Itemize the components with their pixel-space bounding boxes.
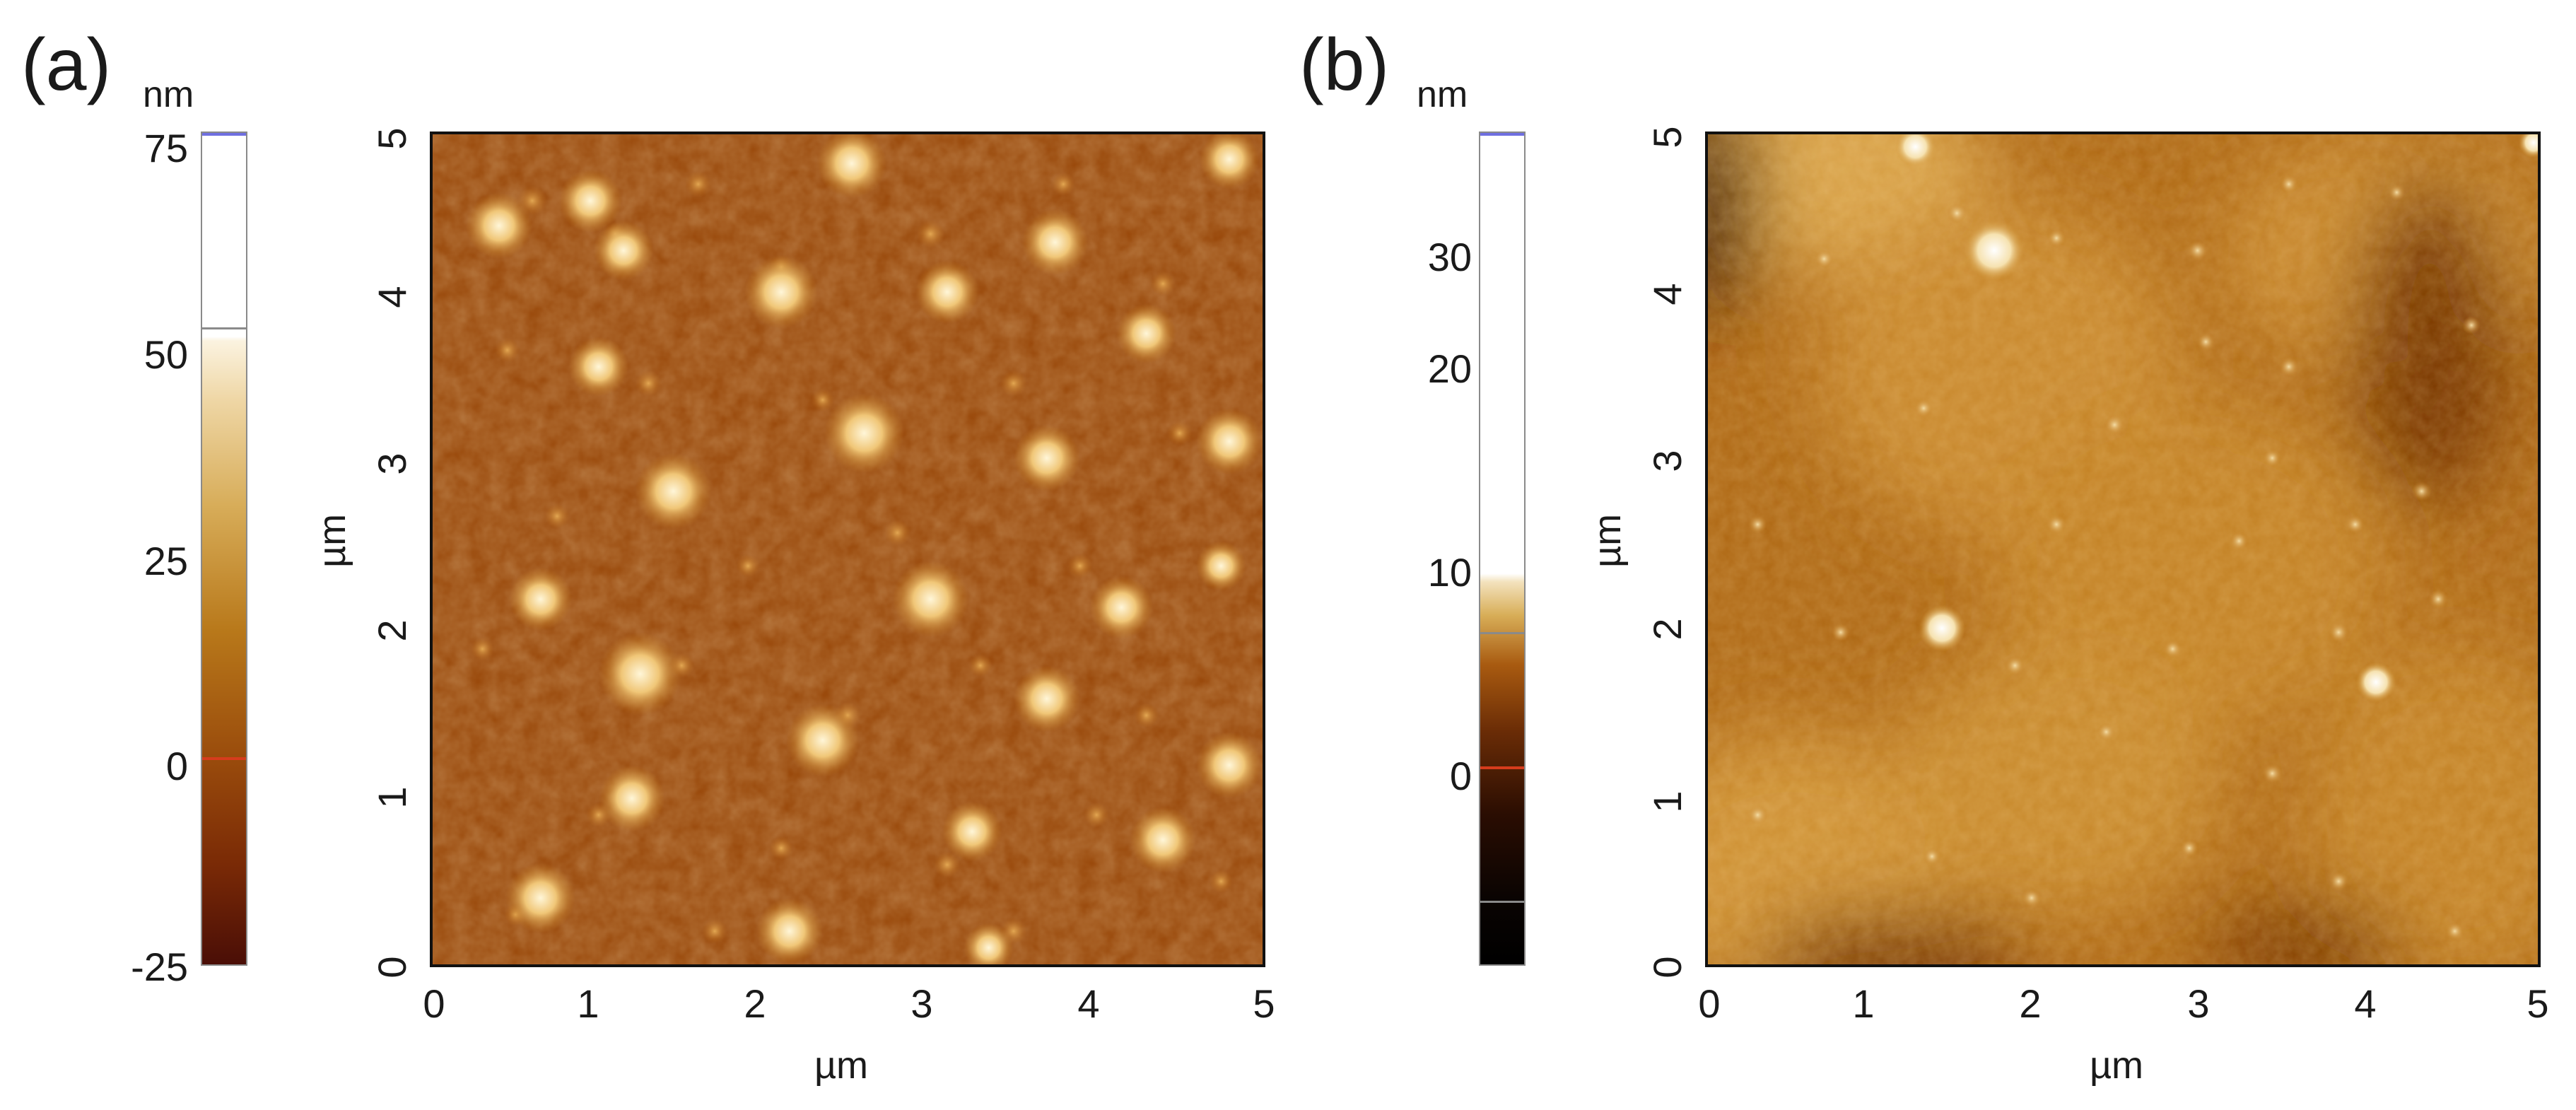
afm-image-a-ytick: 4 xyxy=(370,286,414,308)
colorbar-b-tick: 30 xyxy=(1427,235,1472,279)
afm-image-a-ytick: 5 xyxy=(370,127,414,150)
afm-image-a-xtick: 1 xyxy=(577,981,599,1026)
colorbar-b-bottom-line xyxy=(1480,901,1524,903)
afm-image-b-xtick: 5 xyxy=(2527,981,2549,1026)
afm-image-a-ytick: 1 xyxy=(370,786,414,809)
afm-image-b-ytick: 4 xyxy=(1645,283,1690,305)
colorbar-a-tick: 75 xyxy=(144,126,188,170)
afm-image-b-ytick: 0 xyxy=(1645,956,1690,978)
afm-image-b-xlabel: µm xyxy=(2089,1044,2144,1087)
panel-label-a: (a) xyxy=(21,24,112,106)
colorbar-a xyxy=(201,132,247,966)
colorbar-a-zero-marker xyxy=(202,757,246,760)
afm-image-b-ytick: 1 xyxy=(1645,790,1690,813)
afm-image-a-xtick: 2 xyxy=(744,981,766,1026)
afm-image-a-xtick: 4 xyxy=(1077,981,1100,1026)
afm-image-b-ytick: 2 xyxy=(1645,618,1690,641)
afm-image-b-xtick: 0 xyxy=(1698,981,1721,1026)
afm-image-b-ytick: 3 xyxy=(1645,450,1690,472)
colorbar-b-tick: 20 xyxy=(1427,346,1472,391)
colorbar-b-unit: nm xyxy=(1417,74,1468,115)
colorbar-a-tick: 50 xyxy=(144,332,188,377)
colorbar-a-clip-line xyxy=(202,327,246,329)
afm-image-a-ytick: 0 xyxy=(370,956,414,978)
afm-image-b-ylabel: µm xyxy=(1586,513,1629,568)
colorbar-a-tick: 0 xyxy=(165,744,188,788)
colorbar-b-clip-line xyxy=(1480,632,1524,634)
colorbar-b-top-marker xyxy=(1480,133,1524,136)
afm-image-a-xtick: 5 xyxy=(1253,981,1275,1026)
afm-image-a-xtick: 0 xyxy=(423,981,445,1026)
afm-image-a-ytick: 2 xyxy=(370,619,414,642)
afm-image-b-xtick: 3 xyxy=(2187,981,2210,1026)
afm-image-b-xtick: 2 xyxy=(2019,981,2042,1026)
afm-image-a-ylabel: µm xyxy=(311,513,353,568)
afm-image-b-ytick: 5 xyxy=(1645,126,1690,148)
colorbar-b-tick: 0 xyxy=(1449,754,1472,798)
afm-image-a-ytick: 3 xyxy=(370,452,414,475)
colorbar-b-tick: 10 xyxy=(1427,550,1472,595)
afm-image-b-xtick: 1 xyxy=(1852,981,1875,1026)
afm-image-a-xlabel: µm xyxy=(814,1044,869,1087)
colorbar-a-tick: 25 xyxy=(144,539,188,583)
colorbar-b-zero-marker xyxy=(1480,766,1524,769)
afm-image-a xyxy=(430,132,1265,967)
colorbar-a-top-marker xyxy=(202,133,246,136)
afm-image-a-topography xyxy=(433,134,1263,964)
afm-image-a-xtick: 3 xyxy=(911,981,933,1026)
colorbar-b xyxy=(1479,132,1526,966)
colorbar-a-unit: nm xyxy=(143,74,194,115)
colorbar-a-tick: -25 xyxy=(131,945,188,989)
afm-image-b-xtick: 4 xyxy=(2354,981,2377,1026)
panel-label-b: (b) xyxy=(1299,24,1390,106)
afm-image-b xyxy=(1705,132,2541,967)
afm-image-b-topography xyxy=(1708,134,2538,964)
